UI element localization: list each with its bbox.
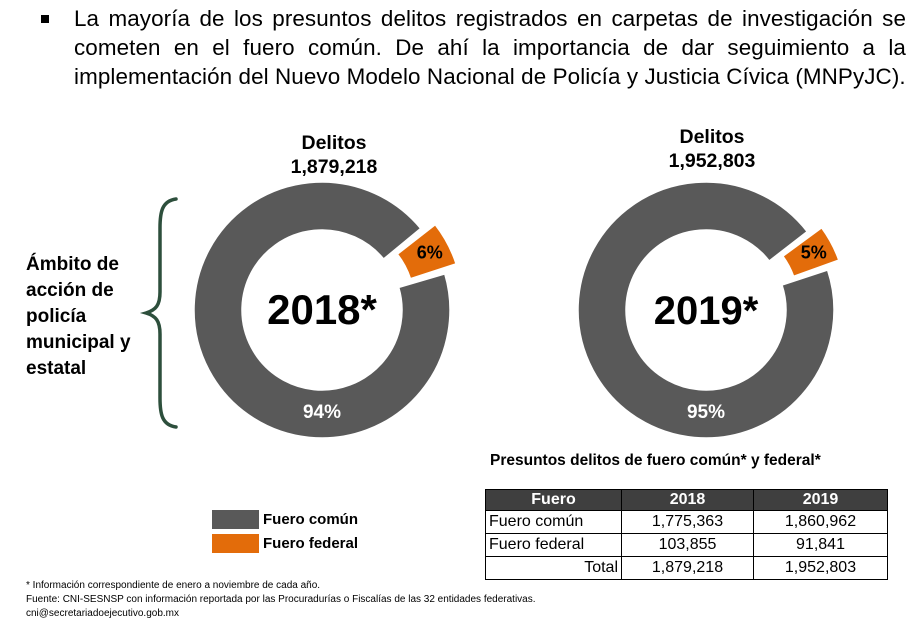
table-row: Fuero federal 103,855 91,841 [485,533,888,557]
curly-bracket-icon [139,197,178,429]
scope-label: Ámbito de acción de policía municipal y … [26,254,131,379]
table-header-2019: 2019 [753,489,888,511]
donut-slice-fuero-comun [577,181,835,439]
table-header-fuero: Fuero [485,489,622,511]
donut-slice-fuero-federal [781,226,840,278]
chart-2019-title-total: 1,952,803 [668,150,756,172]
table-cell: Fuero federal [485,533,622,557]
donut-label-fuero-comun: 95% [687,402,725,423]
table-cell: 1,952,803 [753,556,888,580]
donut-label-fuero-comun: 94% [303,402,341,423]
chart-2019-title: Delitos 1,952,803 [612,125,812,173]
footnote-email: cni@secretariadoejecutivo.gob.mx [26,608,180,619]
table-cell: 1,775,363 [621,510,754,534]
data-table: Fuero 2018 2019 Fuero común 1,775,363 1,… [485,489,888,580]
legend-swatch-fuero-comun [212,509,259,529]
donut-center-year: 2019* [654,289,759,333]
chart-2018-title-line1: Delitos [301,132,367,154]
legend-item-fuero-comun: Fuero común [212,508,358,530]
table-cell: 1,879,218 [621,556,754,580]
legend-item-fuero-federal: Fuero federal [212,532,358,554]
legend-label-fuero-federal: Fuero federal [263,534,359,552]
donut-chart-2018: 94% 6% 2018* [193,181,458,439]
legend-swatch-fuero-federal [212,533,259,553]
intro-paragraph: La mayoría de los presuntos delitos regi… [74,6,906,89]
donut-slice-fuero-comun [193,181,451,439]
table-header-2018: 2018 [621,489,754,511]
chart-2018-title: Delitos 1,879,218 [234,131,434,179]
donut-label-fuero-federal: 6% [417,243,443,263]
table-header-row: Fuero 2018 2019 [485,489,888,511]
donut-slice-fuero-federal [396,223,458,280]
chart-2018-title-total: 1,879,218 [290,156,378,178]
table-cell: 103,855 [621,533,754,557]
table-cell: Total [485,556,622,580]
footnote-source: Fuente: CNI-SESNSP con información repor… [26,594,536,605]
footnote-period: * Información correspondiente de enero a… [26,580,321,591]
donut-chart-2019: 95% 5% 2019* [577,181,840,439]
bullet-icon [41,15,49,23]
footnotes: * Información correspondiente de enero a… [26,579,536,621]
chart-2019-title-line1: Delitos [679,126,745,148]
donut-label-fuero-federal: 5% [801,243,827,263]
legend-label-fuero-comun: Fuero común [263,510,359,528]
table-row-total: Total 1,879,218 1,952,803 [485,556,888,580]
table-cell: 91,841 [753,533,888,557]
table-row: Fuero común 1,775,363 1,860,962 [485,510,888,534]
legend: Fuero común Fuero federal [212,508,358,556]
table-title: Presuntos delitos de fuero común* y fede… [490,452,821,469]
donut-center-year: 2018* [267,286,377,333]
table-cell: 1,860,962 [753,510,888,534]
table-cell: Fuero común [485,510,622,534]
